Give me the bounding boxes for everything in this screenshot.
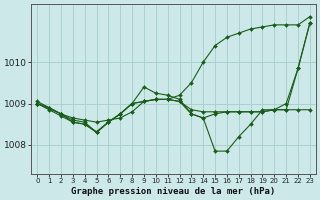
X-axis label: Graphe pression niveau de la mer (hPa): Graphe pression niveau de la mer (hPa) [71, 187, 276, 196]
